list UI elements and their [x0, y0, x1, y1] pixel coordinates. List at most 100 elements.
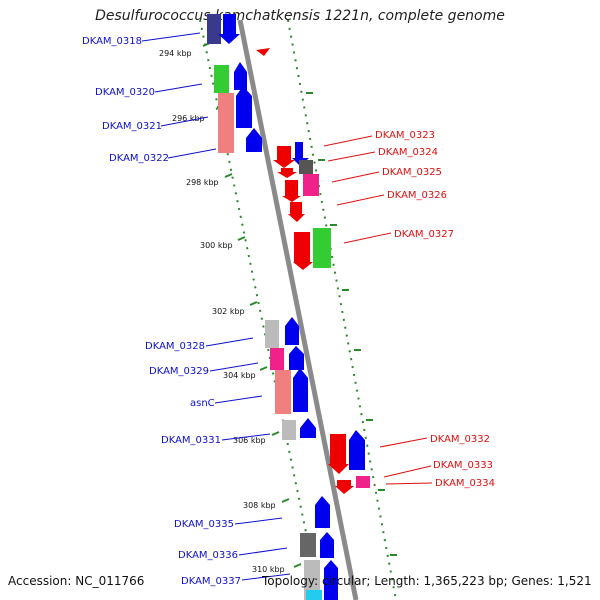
- gene-arrow[interactable]: [218, 14, 240, 44]
- leader-line: [379, 437, 428, 448]
- reverse-genes: [273, 142, 370, 494]
- gene-label[interactable]: DKAM_0322: [109, 153, 169, 164]
- gene-label[interactable]: DKAM_0318: [82, 36, 142, 47]
- leader-line: [385, 482, 433, 485]
- gene-block[interactable]: [207, 14, 221, 44]
- gene-block[interactable]: [303, 174, 319, 196]
- scale-mark: [224, 173, 233, 178]
- tick-label: 298 kbp: [186, 178, 219, 187]
- gene-label[interactable]: DKAM_0328: [145, 341, 205, 352]
- gene-label[interactable]: DKAM_0333: [433, 460, 493, 471]
- map-title: Desulfurococcus kamchatkensis 1221n, com…: [95, 8, 505, 24]
- leader-line: [336, 194, 385, 206]
- gene-arrow[interactable]: [320, 532, 334, 558]
- leader-line: [141, 32, 201, 42]
- gene-label[interactable]: DKAM_0323: [375, 130, 435, 141]
- gene-arrow[interactable]: [285, 317, 299, 345]
- gene-label[interactable]: DKAM_0336: [178, 550, 238, 561]
- gene-label[interactable]: DKAM_0331: [161, 435, 221, 446]
- gene-arrow[interactable]: [293, 232, 313, 270]
- leader-line: [323, 135, 373, 147]
- gene-label[interactable]: DKAM_0334: [435, 478, 495, 489]
- gene-arrow[interactable]: [349, 430, 365, 470]
- tick-labels: 294 kbp 296 kbp 298 kbp 300 kbp 302 kbp …: [159, 49, 285, 574]
- gene-label[interactable]: DKAM_0320: [95, 87, 155, 98]
- gene-label[interactable]: DKAM_0337: [181, 576, 241, 587]
- gene-arrow[interactable]: [246, 128, 262, 152]
- gene-arrow[interactable]: [288, 202, 305, 222]
- gene-arrow[interactable]: [236, 86, 252, 128]
- gene-block[interactable]: [282, 420, 296, 440]
- tick-label: 308 kbp: [243, 501, 276, 510]
- scale-mark: [259, 366, 268, 371]
- leader-line: [214, 395, 263, 404]
- gene-arrow[interactable]: [277, 168, 297, 178]
- scale-mark: [237, 236, 246, 241]
- scale-mark: [271, 431, 280, 436]
- scale-mark: [281, 498, 290, 503]
- tick-label: 302 kbp: [212, 307, 245, 316]
- right-guide-line: [287, 19, 397, 600]
- gene-block[interactable]: [270, 348, 284, 370]
- gene-arrow[interactable]: [289, 346, 304, 370]
- gene-block[interactable]: [306, 590, 322, 600]
- gene-block[interactable]: [214, 65, 229, 93]
- gene-label[interactable]: DKAM_0329: [149, 366, 209, 377]
- gene-label[interactable]: DKAM_0335: [174, 519, 234, 530]
- leader-line: [221, 433, 271, 441]
- gene-label[interactable]: DKAM_0332: [430, 434, 490, 445]
- leader-line: [383, 465, 432, 478]
- gene-block[interactable]: [300, 533, 316, 557]
- leader-line: [209, 362, 259, 372]
- scale-mark: [293, 563, 302, 568]
- gene-arrow[interactable]: [335, 480, 354, 494]
- scale-mark: [249, 301, 258, 306]
- gene-arrow[interactable]: [234, 62, 247, 90]
- leader-line: [154, 83, 203, 93]
- gene-block[interactable]: [299, 160, 313, 174]
- accession-label: Accession: NC_011766: [8, 574, 145, 588]
- gene-arrow[interactable]: [315, 496, 330, 528]
- left-gene-labels: DKAM_0318 DKAM_0320 DKAM_0321 DKAM_0322 …: [82, 32, 291, 587]
- tick-label: 300 kbp: [200, 241, 233, 250]
- leader-line: [331, 171, 380, 183]
- topology-label: Topology: circular; Length: 1,365,223 bp…: [262, 574, 592, 588]
- right-gene-labels: DKAM_0323 DKAM_0324 DKAM_0325 DKAM_0326 …: [323, 130, 495, 489]
- gene-label[interactable]: DKAM_0325: [382, 167, 442, 178]
- gene-label[interactable]: DKAM_0326: [387, 190, 447, 201]
- leader-line: [160, 116, 209, 127]
- gene-block[interactable]: [265, 320, 279, 348]
- gene-label[interactable]: DKAM_0324: [378, 147, 438, 158]
- gene-label[interactable]: DKAM_0327: [394, 229, 454, 240]
- tick-label: 306 kbp: [233, 436, 266, 445]
- gene-arrow[interactable]: [300, 418, 316, 438]
- leader-line: [238, 547, 288, 556]
- tick-label: 294 kbp: [159, 49, 192, 58]
- leader-line: [234, 517, 283, 525]
- gene-label[interactable]: asnC: [190, 398, 215, 409]
- gene-block[interactable]: [218, 93, 234, 153]
- gene-arrow[interactable]: [328, 434, 349, 474]
- leader-line: [327, 151, 376, 162]
- origin-marker: [256, 48, 270, 56]
- tick-label: 296 kbp: [172, 114, 205, 123]
- forward-genes: [207, 14, 338, 600]
- scale-marks: [202, 42, 397, 568]
- leader-line: [241, 573, 291, 581]
- genome-backbone: [237, 19, 359, 600]
- tick-label: 310 kbp: [252, 565, 285, 574]
- leader-line: [343, 232, 392, 244]
- gene-block[interactable]: [313, 228, 331, 268]
- tick-label: 304 kbp: [223, 371, 256, 380]
- gene-arrow[interactable]: [324, 560, 338, 600]
- gene-arrow[interactable]: [282, 180, 301, 202]
- gene-block[interactable]: [356, 476, 370, 488]
- gene-block[interactable]: [275, 370, 291, 414]
- gene-arrow[interactable]: [293, 368, 308, 412]
- leader-line: [167, 148, 217, 159]
- track-guides: [199, 19, 397, 600]
- gene-arrow[interactable]: [273, 146, 295, 168]
- gene-label[interactable]: DKAM_0321: [102, 121, 162, 132]
- left-guide-line: [199, 19, 321, 600]
